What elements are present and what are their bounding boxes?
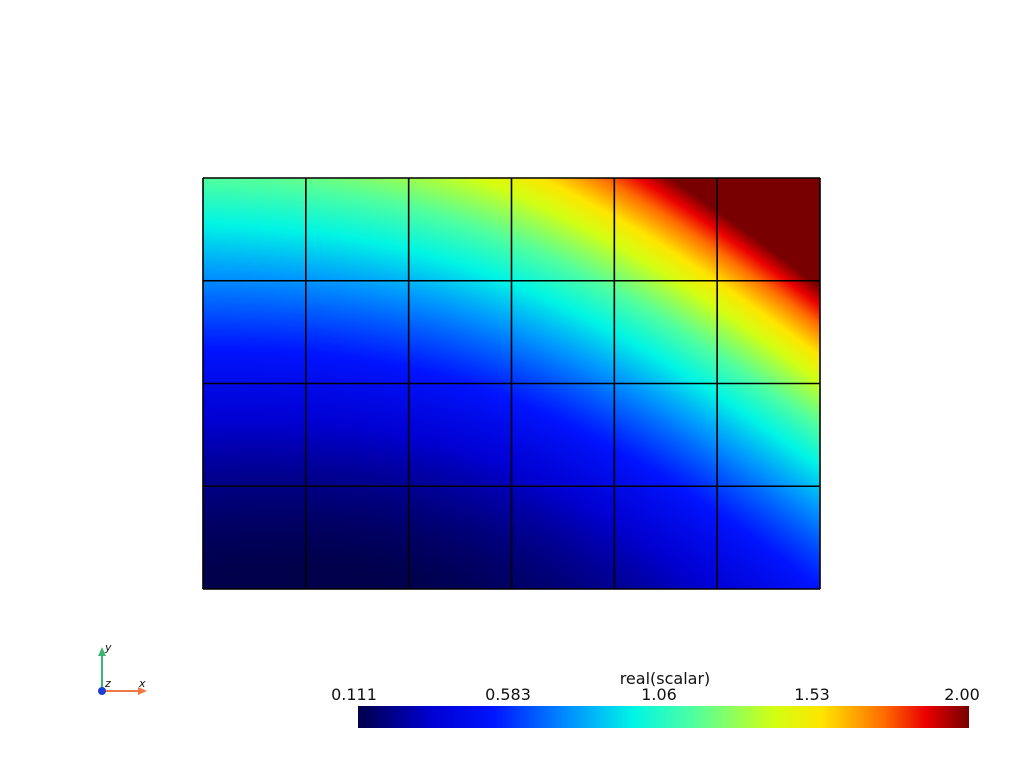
scalar-bar-title: real(scalar) — [619, 669, 711, 688]
scalar-bar-tick: 0.583 — [485, 685, 531, 704]
scalar-bar-tick: 1.06 — [641, 685, 677, 704]
scalar-bar-tick: 2.00 — [944, 685, 980, 704]
z-axis-label: z — [104, 677, 111, 690]
z-axis-dot-icon — [98, 687, 106, 695]
x-axis-arrow-icon — [138, 687, 147, 695]
scalar-bar-tick: 0.111 — [331, 685, 377, 704]
y-axis-label: y — [104, 641, 112, 654]
scalar-bar-gradient — [358, 706, 969, 728]
scalar-bar-tick: 1.53 — [794, 685, 830, 704]
x-axis-label: x — [138, 677, 146, 690]
y-axis-arrow-icon — [98, 647, 106, 656]
orientation-axes-widget: y x z — [98, 641, 147, 695]
